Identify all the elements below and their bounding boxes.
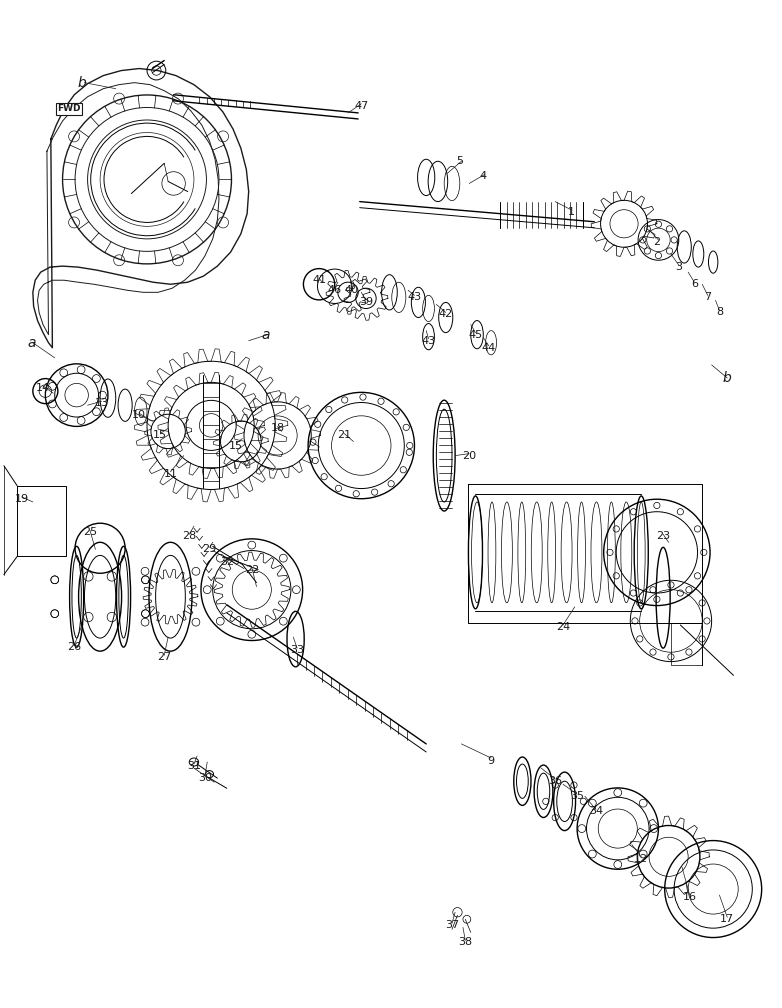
Text: 26: 26 — [67, 642, 81, 652]
Text: 27: 27 — [157, 652, 171, 662]
Text: 45: 45 — [468, 330, 482, 340]
Text: 12: 12 — [634, 854, 648, 864]
Text: 29: 29 — [203, 544, 217, 554]
Text: 18: 18 — [271, 423, 285, 433]
Text: 23: 23 — [656, 531, 670, 541]
Text: 22: 22 — [245, 564, 259, 575]
Text: 24: 24 — [556, 622, 570, 632]
Text: b: b — [77, 76, 87, 90]
Text: 10: 10 — [132, 410, 146, 420]
Text: 30: 30 — [198, 773, 212, 783]
Text: 17: 17 — [720, 914, 734, 924]
Text: 43: 43 — [407, 292, 421, 302]
Text: 34: 34 — [589, 806, 603, 816]
Text: 3: 3 — [676, 262, 682, 272]
Text: 44: 44 — [482, 343, 496, 353]
Text: 2: 2 — [653, 237, 661, 247]
Text: b: b — [723, 371, 732, 385]
Text: 15: 15 — [153, 430, 167, 440]
Text: 37: 37 — [445, 920, 459, 930]
Text: 4: 4 — [479, 171, 487, 181]
Text: 39: 39 — [359, 297, 373, 307]
Text: 6: 6 — [691, 279, 698, 289]
Text: 19: 19 — [15, 494, 29, 504]
Text: 35: 35 — [570, 791, 584, 801]
Text: 46: 46 — [328, 285, 342, 295]
Text: 47: 47 — [354, 101, 368, 111]
Text: 7: 7 — [704, 292, 712, 302]
Text: 28: 28 — [182, 531, 196, 541]
Text: 13: 13 — [95, 398, 109, 408]
Text: 15: 15 — [229, 440, 243, 451]
Text: a: a — [27, 336, 35, 350]
Text: 38: 38 — [458, 937, 472, 948]
Text: 41: 41 — [312, 275, 326, 285]
Text: 1: 1 — [568, 207, 574, 217]
Text: 16: 16 — [683, 892, 697, 902]
Text: 25: 25 — [83, 527, 97, 537]
Text: 14: 14 — [36, 383, 50, 393]
Text: a: a — [262, 328, 270, 342]
Text: 36: 36 — [548, 776, 562, 786]
Text: 31: 31 — [187, 761, 201, 771]
Text: FWD: FWD — [57, 105, 81, 113]
Text: 8: 8 — [716, 307, 723, 318]
Text: 43: 43 — [421, 336, 436, 346]
Text: 21: 21 — [337, 430, 351, 440]
Text: 11: 11 — [163, 469, 178, 479]
Text: 33: 33 — [290, 645, 304, 655]
Text: 5: 5 — [457, 156, 463, 166]
Text: 20: 20 — [462, 451, 476, 461]
Text: 9: 9 — [487, 756, 495, 766]
Text: 40: 40 — [345, 285, 359, 295]
Text: 32: 32 — [220, 557, 234, 568]
Text: 42: 42 — [439, 309, 453, 320]
